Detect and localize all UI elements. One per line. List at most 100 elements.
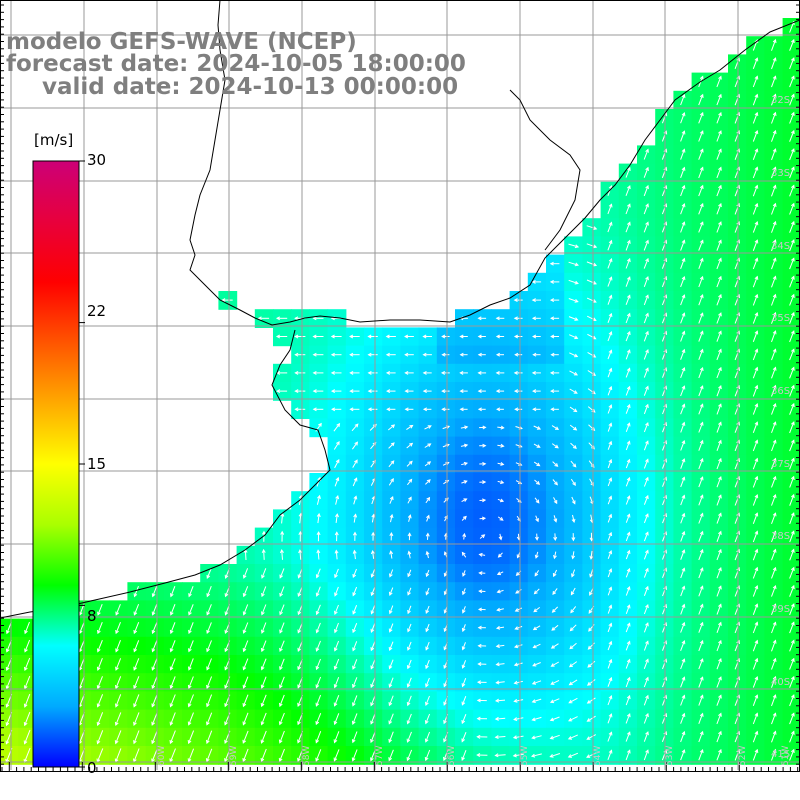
wind-arrow [133, 586, 139, 598]
wind-arrow [477, 407, 486, 412]
wind-arrow [680, 421, 686, 433]
wind-arrow [789, 584, 795, 597]
lat-label: 32S [771, 95, 791, 106]
wind-arrow [312, 352, 324, 357]
wind-arrow [789, 748, 795, 761]
wind-arrow [388, 623, 394, 633]
wind-arrow [771, 275, 777, 288]
wind-arrow [789, 93, 795, 106]
wind-arrow [353, 513, 358, 523]
wind-arrow [370, 623, 376, 633]
wind-arrow [424, 713, 431, 725]
wind-arrow [716, 457, 722, 470]
wind-arrow [571, 551, 576, 560]
lon-label: 54W [593, 745, 603, 766]
wind-arrow [114, 712, 122, 726]
wind-arrow [513, 316, 523, 321]
wind-arrow [294, 389, 306, 394]
wind-arrow [607, 586, 613, 596]
wind-arrow [206, 730, 213, 745]
wind-arrow [607, 513, 613, 523]
wind-arrow [24, 657, 31, 672]
wind-arrow [771, 712, 777, 725]
wind-arrow [424, 461, 432, 467]
wind-arrow [367, 370, 378, 375]
wind-arrow [23, 711, 31, 727]
lon-label: 51W [781, 745, 791, 766]
wind-arrow [459, 352, 468, 357]
wind-arrow [716, 639, 722, 652]
wind-arrow [407, 641, 412, 651]
wind-arrow [351, 713, 358, 725]
wind-arrow [568, 279, 579, 285]
wind-arrow [495, 625, 505, 630]
wind-arrow [497, 425, 505, 430]
wind-arrow [771, 585, 777, 597]
wind-arrow [330, 389, 342, 394]
wind-arrow [716, 476, 722, 488]
title-valid-date: valid date: 2024-10-13 00:00:00 [42, 74, 459, 100]
wind-arrow [513, 370, 523, 375]
wind-arrow [752, 75, 759, 88]
wind-arrow [552, 461, 559, 467]
wind-arrow [570, 442, 577, 450]
wind-arrow [567, 734, 579, 740]
wind-arrow [625, 731, 631, 742]
wind-arrow [789, 293, 795, 306]
wind-arrow [680, 549, 686, 560]
wind-arrow [625, 221, 631, 233]
wind-arrow [643, 658, 649, 669]
wind-arrow [459, 370, 468, 375]
wind-arrow [513, 298, 523, 303]
wind-arrow [625, 713, 631, 724]
wind-arrow [187, 712, 194, 726]
wind-arrow [532, 389, 541, 394]
wind-arrow [478, 589, 486, 594]
wind-arrow [643, 749, 649, 761]
wind-arrow [425, 569, 430, 578]
wind-arrow [476, 734, 488, 739]
wind-arrow [643, 148, 649, 160]
wind-arrow [698, 457, 704, 470]
wind-arrow [698, 130, 704, 142]
wind-arrow [404, 389, 414, 394]
wind-arrow [460, 443, 469, 448]
wind-arrow [242, 622, 249, 634]
wind-arrow [242, 676, 249, 689]
wind-arrow [531, 316, 541, 321]
wind-arrow [680, 530, 686, 542]
wind-arrow [169, 676, 176, 690]
wind-arrow [531, 716, 542, 722]
wind-arrow [407, 605, 412, 615]
wind-arrow [242, 586, 249, 598]
wind-arrow [479, 443, 487, 448]
wind-arrow [771, 57, 777, 70]
wind-arrow [789, 220, 795, 233]
wind-arrow [680, 367, 686, 378]
coastline-segment [189, 0, 800, 326]
wind-arrow [353, 495, 358, 505]
wind-arrow [115, 604, 121, 616]
wind-arrow [23, 729, 31, 745]
wind-arrow [495, 644, 505, 649]
wind-arrow [478, 552, 486, 557]
wind-arrow [698, 385, 704, 397]
wind-arrow [261, 622, 267, 634]
wind-arrow [333, 695, 340, 707]
wind-arrow [716, 330, 722, 342]
wind-arrow [586, 225, 598, 230]
wind-arrow [461, 624, 466, 633]
wind-arrow [716, 567, 722, 579]
wind-arrow [625, 239, 631, 251]
wind-arrow [771, 512, 777, 524]
wind-arrow [261, 604, 267, 616]
wind-arrow [789, 694, 795, 707]
wind-arrow [716, 494, 722, 506]
wind-arrow [551, 606, 559, 613]
wind-arrow [425, 550, 430, 559]
wind-arrow [425, 641, 430, 651]
colorbar-tick-label: 22 [87, 302, 107, 320]
wind-arrow [96, 676, 103, 690]
wind-arrow [24, 621, 30, 635]
wind-arrow [789, 275, 795, 288]
